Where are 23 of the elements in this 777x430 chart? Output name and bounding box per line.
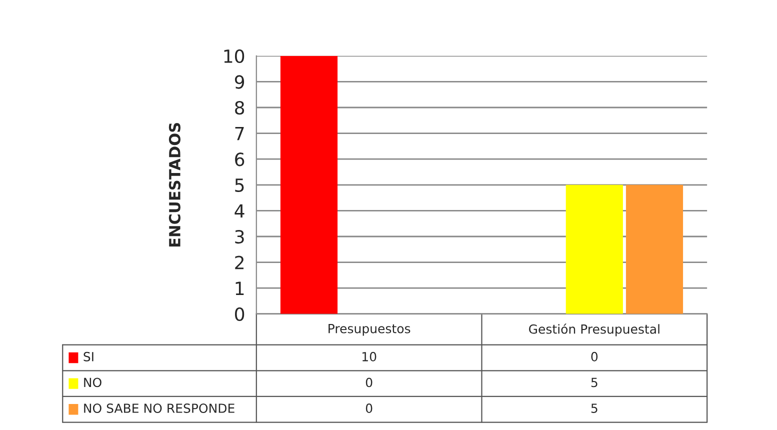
x-tick-label: Gestión Presupuestal (529, 324, 660, 336)
data-label: 0 (366, 378, 372, 388)
y-tick-label: 9 (234, 75, 244, 89)
y-tick-label: 0 (235, 307, 244, 322)
data-label: 5 (591, 404, 598, 413)
data-label: 0 (366, 404, 372, 413)
y-tick-label: 5 (235, 178, 244, 192)
y-tick-label: 2 (235, 256, 244, 270)
y-tick-label: 7 (235, 126, 244, 140)
y-tick-label: 10 (224, 49, 244, 64)
y-tick-label: 3 (235, 230, 244, 244)
data-label: 5 (591, 378, 598, 388)
data-label: 10 (362, 352, 376, 362)
legend-label: NO SABE NO RESPONDE (84, 404, 234, 413)
legend-label: SI (84, 352, 94, 362)
data-label: 0 (591, 352, 598, 362)
y-tick-label: 4 (234, 204, 244, 218)
legend-label: NO (84, 378, 102, 388)
y-tick-label: 8 (235, 100, 244, 115)
y-tick-label: 1 (236, 282, 244, 295)
x-tick-label: Presupuestos (328, 324, 410, 336)
y-axis-title: ENCUESTADOS (168, 123, 180, 247)
y-tick-label: 6 (235, 152, 244, 166)
